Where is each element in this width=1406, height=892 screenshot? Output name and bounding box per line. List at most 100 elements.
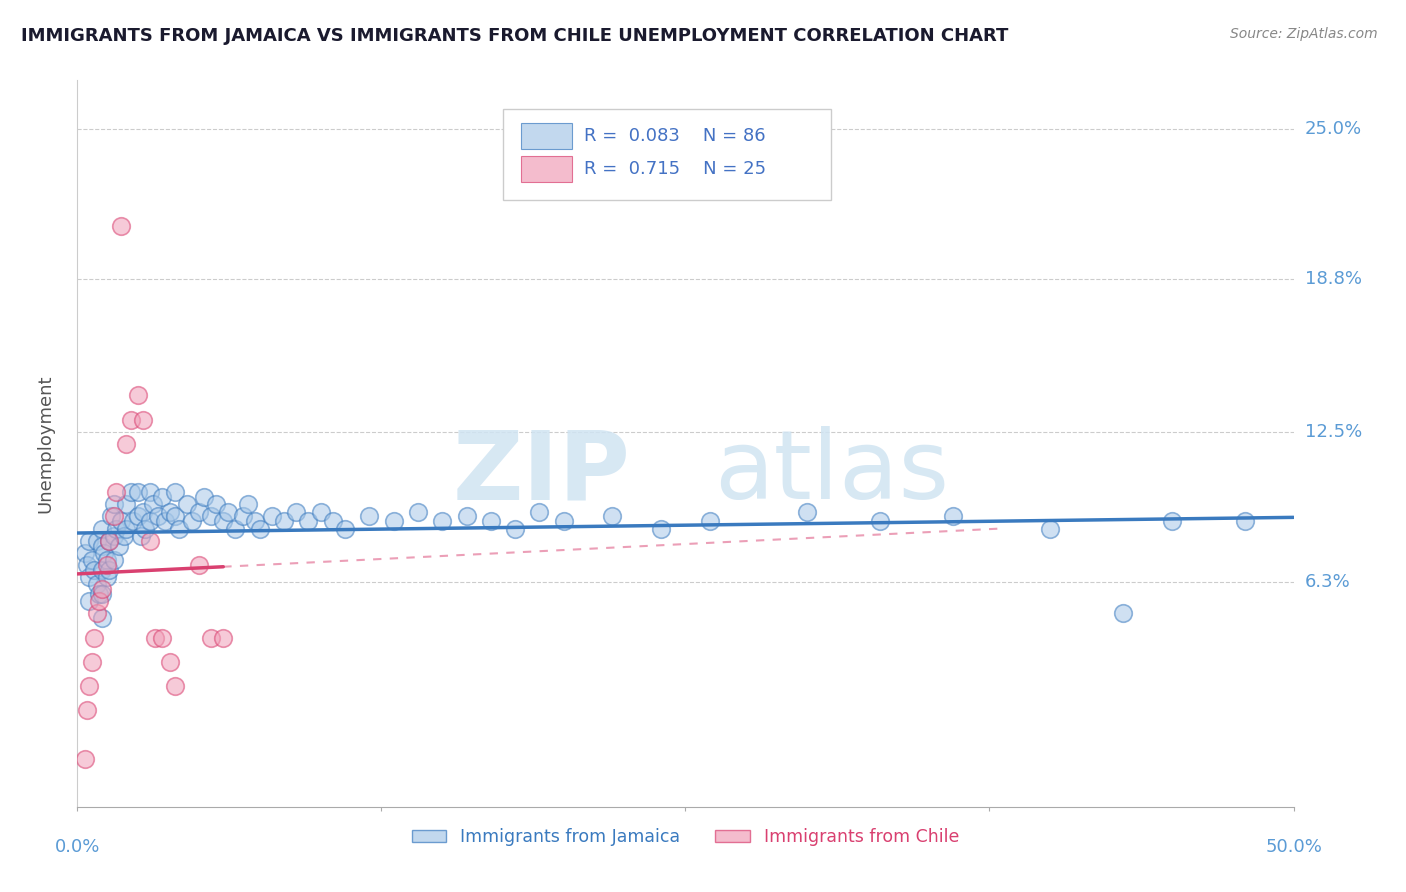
Point (333, 522, 356, 536)
Point (163, 509, 186, 524)
Point (212, 514, 235, 528)
Point (115, 497, 138, 511)
Point (97, 533, 120, 548)
Point (90, 587, 112, 601)
Point (129, 529, 152, 543)
Point (103, 553, 125, 567)
Point (103, 509, 125, 524)
Point (249, 522, 271, 536)
Text: Source: ZipAtlas.com: Source: ZipAtlas.com (1230, 27, 1378, 41)
Point (297, 514, 319, 528)
Point (942, 509, 965, 524)
Point (105, 485, 128, 500)
Point (97, 563, 120, 577)
Text: ZIP: ZIP (453, 426, 631, 519)
Point (97, 533, 120, 548)
Point (120, 485, 142, 500)
Point (83, 631, 105, 645)
Point (176, 497, 198, 511)
Point (553, 514, 575, 528)
Point (169, 522, 191, 536)
Point (86, 607, 108, 621)
Point (205, 497, 228, 511)
Point (163, 679, 186, 693)
Point (79, 570, 101, 584)
Point (115, 437, 138, 451)
Point (73, 752, 96, 766)
Text: R =  0.083    N = 86: R = 0.083 N = 86 (585, 128, 766, 145)
Point (285, 505, 308, 519)
Point (79, 594, 101, 608)
Point (127, 485, 149, 500)
Point (80, 655, 103, 669)
Point (1233, 514, 1256, 528)
Text: 18.8%: 18.8% (1305, 270, 1361, 288)
Y-axis label: Unemployment: Unemployment (37, 375, 55, 513)
Point (260, 509, 283, 524)
Point (152, 490, 174, 504)
Point (236, 497, 259, 511)
Point (79, 533, 101, 548)
Point (699, 514, 721, 528)
Point (90, 563, 112, 577)
Text: R =  0.715    N = 25: R = 0.715 N = 25 (585, 160, 766, 178)
Point (110, 219, 132, 233)
Point (115, 522, 138, 536)
Point (159, 505, 181, 519)
Point (180, 514, 202, 528)
Point (96, 553, 118, 567)
Point (76, 558, 98, 572)
Point (132, 505, 155, 519)
Point (76, 703, 98, 717)
Point (163, 485, 186, 500)
FancyBboxPatch shape (503, 110, 831, 200)
Point (796, 505, 818, 519)
Point (96, 570, 118, 584)
Point (89, 594, 111, 608)
Point (127, 388, 149, 402)
Point (146, 509, 169, 524)
Point (406, 505, 429, 519)
Point (120, 412, 142, 426)
Point (143, 631, 166, 645)
Point (188, 505, 211, 519)
Point (152, 631, 174, 645)
Point (105, 522, 128, 536)
Point (139, 514, 162, 528)
Point (200, 631, 222, 645)
Point (134, 522, 156, 536)
Point (100, 509, 122, 524)
Point (430, 514, 453, 528)
Point (112, 529, 135, 543)
Point (503, 522, 526, 536)
Text: 25.0%: 25.0% (1305, 120, 1362, 137)
Point (103, 529, 125, 543)
Point (80, 553, 103, 567)
Legend: Immigrants from Jamaica, Immigrants from Chile: Immigrants from Jamaica, Immigrants from… (405, 822, 966, 853)
Text: atlas: atlas (714, 426, 949, 519)
Point (90, 611, 112, 625)
Point (602, 509, 624, 524)
FancyBboxPatch shape (522, 156, 572, 182)
Point (139, 533, 162, 548)
Point (1112, 607, 1135, 621)
Point (529, 505, 551, 519)
Point (122, 514, 145, 528)
Text: 12.5%: 12.5% (1305, 423, 1362, 441)
Text: IMMIGRANTS FROM JAMAICA VS IMMIGRANTS FROM CHILE UNEMPLOYMENT CORRELATION CHART: IMMIGRANTS FROM JAMAICA VS IMMIGRANTS FR… (21, 27, 1008, 45)
Point (650, 522, 672, 536)
Point (73, 546, 96, 560)
Point (96, 558, 118, 572)
Point (193, 490, 215, 504)
Point (212, 631, 235, 645)
Point (90, 522, 112, 536)
Point (456, 509, 478, 524)
Point (188, 558, 211, 572)
Point (89, 587, 111, 601)
Text: 50.0%: 50.0% (1265, 838, 1322, 855)
Point (200, 509, 222, 524)
Point (83, 563, 105, 577)
Text: 0.0%: 0.0% (55, 838, 100, 855)
Point (153, 514, 176, 528)
Point (86, 577, 108, 591)
